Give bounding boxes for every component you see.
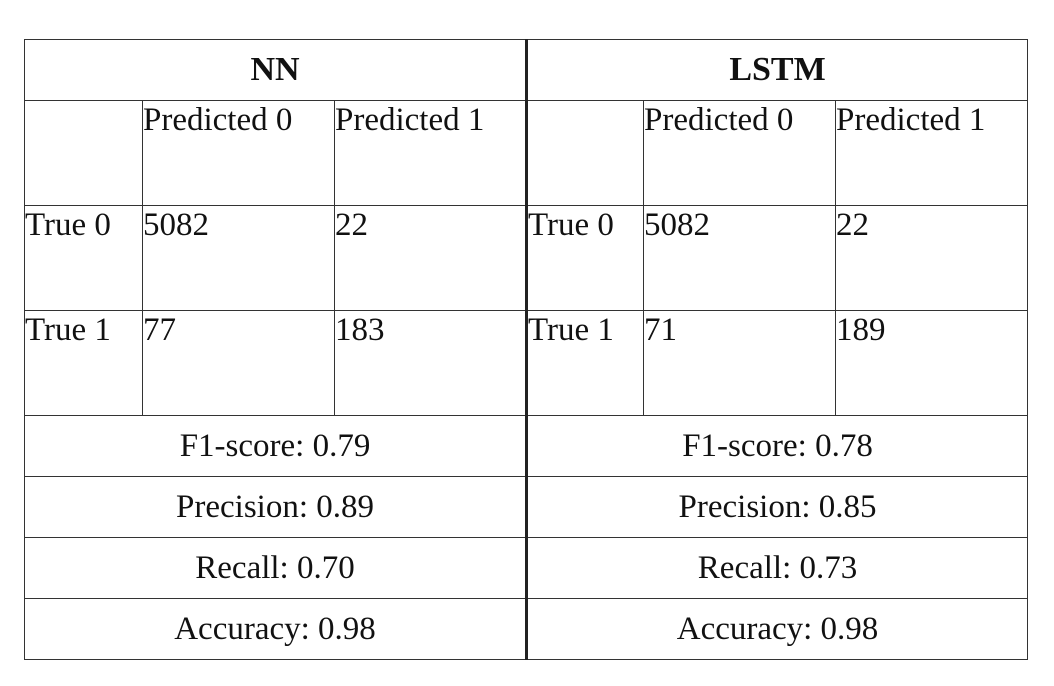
- nn-predicted-1-label: Predicted 1: [335, 102, 485, 138]
- nn-true0-pred1-value: 22: [333, 205, 529, 311]
- nn-true-0-label: True 0: [24, 205, 143, 311]
- model-name-lstm: LSTM: [526, 39, 1029, 101]
- nn-precision: Precision: 0.89: [23, 476, 529, 538]
- lstm-recall: Recall: 0.73: [526, 537, 1029, 599]
- model-header-row: NN LSTM: [23, 39, 1029, 101]
- row-label: True 1: [528, 312, 614, 348]
- metric-row-f1: F1-score: 0.79 F1-score: 0.78: [23, 415, 1029, 477]
- row-label: True 0: [25, 207, 111, 243]
- lstm-predicted-0-header: Predicted 0: [643, 100, 837, 206]
- lstm-true-1-label: True 1: [526, 310, 645, 416]
- table-row: True 0 5082 22 True 0 5082 22: [24, 205, 1029, 311]
- metric-row-recall: Recall: 0.70 Recall: 0.73: [23, 537, 1029, 599]
- lstm-true-0-label: True 0: [526, 205, 645, 311]
- nn-true0-pred0-value: 5082: [142, 205, 335, 311]
- nn-predicted-0-label: Predicted 0: [143, 102, 293, 138]
- lstm-true1-pred0-value: 71: [643, 310, 837, 416]
- nn-true1-pred1-value: 183: [333, 310, 529, 416]
- lstm-true1-pred1-value: 189: [835, 310, 1029, 416]
- lstm-accuracy: Accuracy: 0.98: [526, 598, 1029, 660]
- row-label: True 1: [25, 312, 111, 348]
- nn-recall: Recall: 0.70: [23, 537, 529, 599]
- row-label: True 0: [528, 207, 614, 243]
- table-row: True 1 77 183 True 1 71 189: [24, 310, 1029, 416]
- nn-predicted-1-header: Predicted 1: [333, 100, 529, 206]
- lstm-f1-score: F1-score: 0.78: [526, 415, 1029, 477]
- lstm-predicted-0-label: Predicted 0: [644, 102, 794, 138]
- metric-row-precision: Precision: 0.89 Precision: 0.85: [23, 476, 1029, 538]
- confusion-matrix-table: NN LSTM Predicted 0 Predicted 1 Predicte…: [23, 39, 1029, 660]
- lstm-true0-pred0-value: 5082: [643, 205, 837, 311]
- lstm-true0-pred1-value: 22: [835, 205, 1029, 311]
- lstm-predicted-1-header: Predicted 1: [835, 100, 1029, 206]
- nn-true1-pred0-value: 77: [142, 310, 335, 416]
- empty-corner-cell: [24, 100, 143, 206]
- nn-accuracy: Accuracy: 0.98: [23, 598, 529, 660]
- lstm-precision: Precision: 0.85: [526, 476, 1029, 538]
- nn-f1-score: F1-score: 0.79: [23, 415, 529, 477]
- empty-corner-cell: [526, 100, 645, 206]
- nn-predicted-0-header: Predicted 0: [142, 100, 335, 206]
- lstm-predicted-1-label: Predicted 1: [836, 102, 986, 138]
- metric-row-accuracy: Accuracy: 0.98 Accuracy: 0.98: [23, 598, 1029, 660]
- model-name-nn: NN: [23, 39, 529, 101]
- nn-true-1-label: True 1: [24, 310, 143, 416]
- predicted-header-row: Predicted 0 Predicted 1 Predicted 0 Pred…: [24, 100, 1029, 206]
